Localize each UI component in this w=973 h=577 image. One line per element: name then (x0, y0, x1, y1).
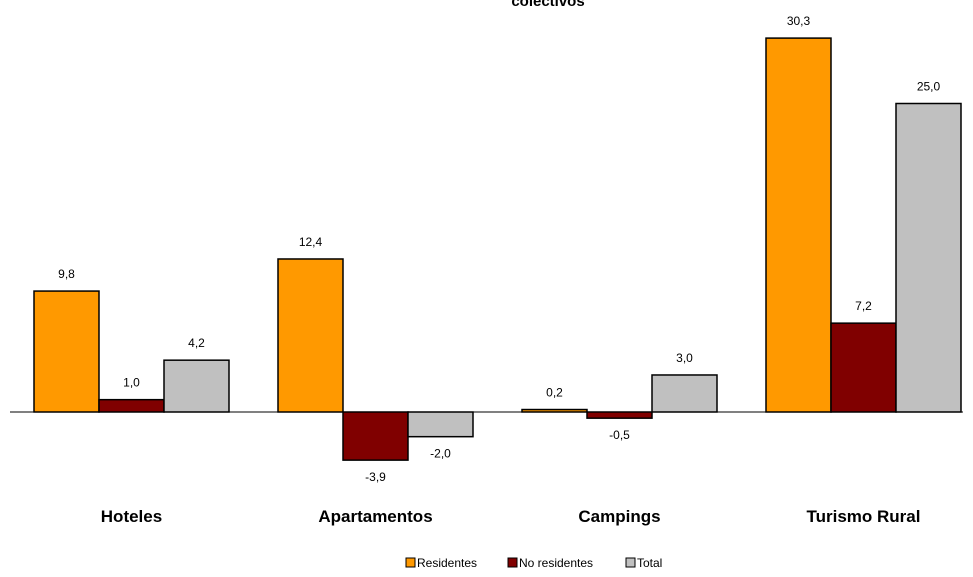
data-label-apartamentos-no-residentes: -3,9 (365, 470, 386, 484)
data-label-turismo-rural-no-residentes: 7,2 (855, 299, 872, 313)
category-label-turismo-rural: Turismo Rural (807, 507, 921, 526)
bar-apartamentos-no-residentes (342, 411, 409, 461)
category-label-apartamentos: Apartamentos (318, 507, 432, 526)
category-label-campings: Campings (578, 507, 660, 526)
category-labels-layer: Hoteles Apartamentos Campings Turismo Rural (101, 507, 921, 526)
bar-turismo-rural-total (895, 102, 962, 413)
bar-hoteles-total (163, 359, 230, 413)
data-label-campings-no-residentes: -0,5 (609, 428, 630, 442)
bar-hoteles-residentes (33, 290, 100, 413)
legend-swatch-residentes (405, 557, 416, 568)
legend-swatch-total (625, 557, 636, 568)
chart-title: colectivos (511, 0, 584, 10)
bar-apartamentos-residentes (277, 258, 344, 413)
data-label-apartamentos-residentes: 12,4 (299, 235, 323, 249)
data-label-campings-total: 3,0 (676, 351, 693, 365)
data-label-hoteles-no-residentes: 1,0 (123, 376, 140, 390)
bar-campings-total (651, 374, 718, 413)
value-labels-layer: 9,8 1,0 4,2 12,4 -3,9 -2,0 0,2 -0,5 3,0 30,3 7,2 25… (58, 14, 940, 484)
data-label-apartamentos-total: -2,0 (430, 447, 451, 461)
data-label-turismo-rural-total: 25,0 (917, 80, 941, 94)
data-label-campings-residentes: 0,2 (546, 386, 563, 400)
bar-turismo-rural-no-residentes (830, 322, 897, 413)
data-label-hoteles-total: 4,2 (188, 336, 205, 350)
legend: Residentes No residentes Total (405, 556, 662, 570)
data-label-turismo-rural-residentes: 30,3 (787, 14, 811, 28)
legend-swatch-no-residentes (507, 557, 518, 568)
legend-label-total: Total (637, 556, 662, 570)
bars-layer (33, 37, 962, 461)
legend-label-residentes: Residentes (417, 556, 477, 570)
bar-campings-no-residentes (586, 411, 653, 419)
bar-turismo-rural-residentes (765, 37, 832, 413)
bar-apartamentos-total (407, 411, 474, 438)
legend-label-no-residentes: No residentes (519, 556, 593, 570)
category-label-hoteles: Hoteles (101, 507, 162, 526)
bar-hoteles-no-residentes (98, 398, 165, 413)
data-label-hoteles-residentes: 9,8 (58, 267, 75, 281)
